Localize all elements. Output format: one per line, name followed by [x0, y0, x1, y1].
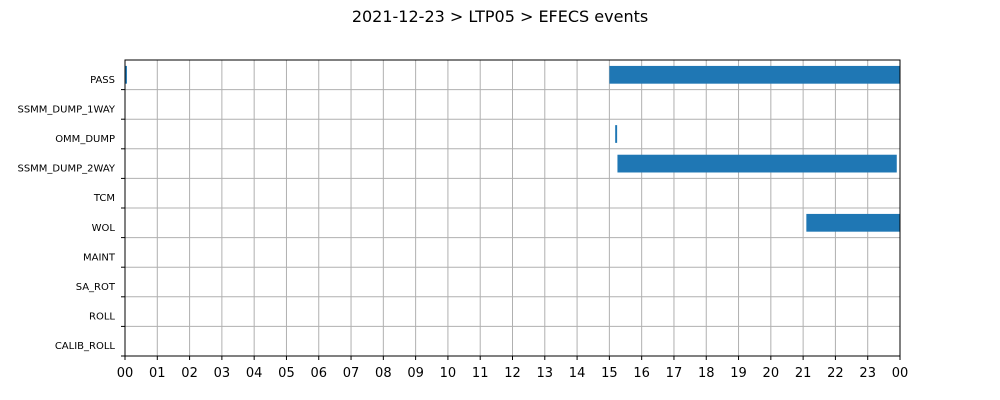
event-bar: [609, 65, 900, 84]
x-tick-label: 04: [246, 366, 263, 381]
x-tick-label: 01: [149, 366, 166, 381]
x-tick-label: 00: [117, 366, 134, 381]
x-tick-label: 00: [892, 366, 909, 381]
x-tick-label: 23: [859, 366, 876, 381]
x-tick-label: 12: [504, 366, 521, 381]
x-tick-label: 22: [827, 366, 844, 381]
y-tick-label: TCM: [93, 193, 115, 204]
event-bar: [125, 65, 127, 84]
x-tick-label: 17: [666, 366, 683, 381]
x-tick-label: 13: [537, 366, 554, 381]
x-tick-label: 14: [569, 366, 586, 381]
y-tick-label: PASS: [90, 75, 115, 86]
x-tick-label: 02: [181, 366, 198, 381]
x-tick-label: 05: [278, 366, 295, 381]
x-tick-label: 10: [440, 366, 457, 381]
y-tick-label: MAINT: [83, 252, 116, 263]
x-tick-label: 20: [763, 366, 780, 381]
x-tick-label: 15: [601, 366, 618, 381]
x-tick-label: 18: [698, 366, 715, 381]
x-axis: 00 01 02 03 04 05 06 07 08 09 10 11 12 13 14 15 16 17 18 19…: [117, 356, 909, 381]
event-bars: [125, 65, 900, 232]
grid: [124, 60, 901, 356]
x-tick-label: 16: [633, 366, 650, 381]
y-axis: PASS SSMM_DUMP_1WAY OMM_DUMP SSMM_DUMP_2WAY…: [17, 75, 125, 357]
x-tick-label: 03: [214, 366, 231, 381]
event-bar: [806, 213, 900, 232]
y-tick-label: WOL: [92, 223, 116, 234]
x-tick-label: 09: [407, 366, 424, 381]
y-tick-label: OMM_DUMP: [55, 134, 115, 145]
x-tick-label: 08: [375, 366, 392, 381]
x-tick-label: 11: [472, 366, 489, 381]
event-bar: [617, 154, 897, 173]
x-tick-label: 06: [310, 366, 327, 381]
y-tick-label: ROLL: [89, 312, 115, 323]
chart-title: 2021-12-23 > LTP05 > EFECS events: [352, 7, 648, 26]
y-tick-label: SA_ROT: [76, 282, 116, 293]
y-tick-label: SSMM_DUMP_2WAY: [17, 164, 115, 175]
x-tick-label: 07: [343, 366, 360, 381]
y-tick-label: SSMM_DUMP_1WAY: [17, 104, 115, 115]
y-tick-label: CALIB_ROLL: [55, 341, 116, 352]
x-tick-label: 21: [795, 366, 812, 381]
x-tick-label: 19: [730, 366, 747, 381]
event-bar: [615, 125, 618, 143]
